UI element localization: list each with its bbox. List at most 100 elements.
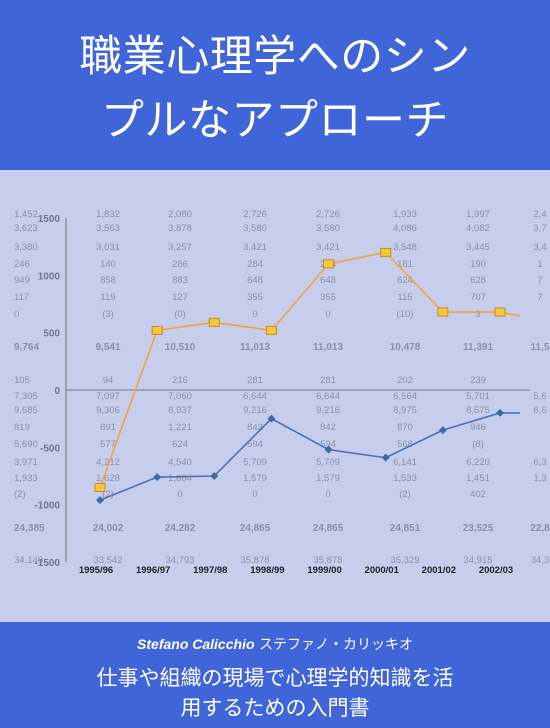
data-point bbox=[494, 307, 506, 317]
table-cell: 22,8 bbox=[530, 523, 550, 534]
author-name: Stefano Calicchio ステファノ・カリッキオ bbox=[0, 634, 550, 654]
table-cell: 3,257 bbox=[168, 242, 192, 253]
table-cell: 281 bbox=[320, 375, 336, 386]
table-cell: 4,540 bbox=[168, 457, 192, 468]
y-tick-label: 0 bbox=[54, 386, 60, 397]
table-cell: 5,701 bbox=[466, 391, 490, 402]
table-cell: 24,865 bbox=[313, 523, 344, 534]
data-point bbox=[324, 445, 333, 454]
table-cell: 246 bbox=[14, 259, 30, 270]
table-cell: 11,013 bbox=[313, 342, 343, 353]
table-cell: 0 bbox=[177, 489, 182, 500]
y-tick-label: 500 bbox=[43, 329, 60, 340]
table-cell: 34,149 bbox=[14, 555, 43, 566]
table-cell: 4,082 bbox=[466, 223, 490, 234]
table-cell: 0 bbox=[14, 309, 19, 320]
table-cell: 1,933 bbox=[14, 473, 38, 484]
table-cell: 3,445 bbox=[466, 242, 490, 253]
table-cell: 1,579 bbox=[316, 473, 340, 484]
table-cell: 117 bbox=[14, 292, 29, 303]
table-cell: 3,4 bbox=[533, 242, 546, 253]
table-cell: 2,726 bbox=[243, 209, 267, 220]
x-tick-label: 1995/96 bbox=[79, 565, 113, 576]
cover-illustration: 1,452 3,623 3,380 246 949 117 0 9,764 105 7,305 9,… bbox=[0, 170, 550, 622]
table-cell: 1,3 bbox=[533, 473, 546, 484]
table-cell: 1,579 bbox=[243, 473, 267, 484]
table-cell: 946 bbox=[470, 422, 486, 433]
table-cell: 648 bbox=[247, 275, 263, 286]
table-cell: 1,451 bbox=[466, 473, 490, 484]
table-cell: 24,385 bbox=[14, 523, 45, 534]
table-cell: 0 bbox=[252, 489, 257, 500]
chart-illustration: 1,452 3,623 3,380 246 949 117 0 9,764 105 7,305 9,… bbox=[14, 209, 550, 576]
table-cell: 7 bbox=[537, 292, 542, 303]
data-point bbox=[151, 325, 163, 335]
data-point bbox=[438, 426, 447, 435]
data-point bbox=[437, 307, 449, 317]
table-cell: 1,933 bbox=[393, 209, 417, 220]
table-cell: 34,793 bbox=[165, 555, 194, 566]
table-cell: 594 bbox=[247, 439, 263, 450]
table-cell: 3,580 bbox=[243, 223, 267, 234]
y-tick-label: -1500 bbox=[34, 558, 60, 569]
table-cell: 115 bbox=[397, 292, 412, 303]
subtitle-line-2: 用するための入門書 bbox=[180, 696, 370, 720]
x-tick-label: 1998/99 bbox=[250, 565, 284, 576]
table-cell: 281 bbox=[247, 375, 263, 386]
data-point bbox=[267, 414, 276, 423]
table-cell: 3,623 bbox=[14, 223, 38, 234]
table-cell: 286 bbox=[172, 259, 188, 270]
table-cell: 3,580 bbox=[316, 223, 340, 234]
table-cell: 0 bbox=[252, 309, 257, 320]
table-cell: 33,542 bbox=[93, 555, 122, 566]
table-cell: 402 bbox=[470, 489, 486, 500]
table-cell: 127 bbox=[172, 292, 188, 303]
table-cell: 5,709 bbox=[316, 457, 340, 468]
table-cell: 9,685 bbox=[14, 405, 38, 416]
y-tick-label: -500 bbox=[40, 443, 60, 454]
bottom-band: Stefano Calicchio ステファノ・カリッキオ 仕事や組織の現場で心… bbox=[0, 622, 550, 728]
table-cell: 11,5 bbox=[531, 342, 550, 353]
table-cell: 3,031 bbox=[96, 242, 120, 253]
table-cell: 3,380 bbox=[14, 242, 38, 253]
table-cell: 3,878 bbox=[168, 223, 192, 234]
table-cell: (2) bbox=[102, 489, 114, 500]
table-cell: 4,086 bbox=[393, 223, 417, 234]
table-cell: 6,3 bbox=[533, 457, 546, 468]
table-cell: 1,997 bbox=[466, 209, 490, 220]
table-cell: 10,510 bbox=[165, 342, 196, 353]
table-cell: 3,548 bbox=[393, 242, 417, 253]
data-point bbox=[323, 259, 335, 269]
title-line-1: 職業心理学へのシン bbox=[79, 32, 471, 82]
table-cell: 0 bbox=[325, 489, 330, 500]
table-cell: 23,525 bbox=[463, 523, 494, 534]
table-cell: 8,6 bbox=[533, 405, 546, 416]
table-cell: 24,002 bbox=[93, 523, 124, 534]
table-cell: 0 bbox=[325, 309, 330, 320]
table-cell: 24,865 bbox=[240, 523, 271, 534]
table-cell: 1,452 bbox=[14, 209, 38, 220]
subtitle-line-1: 仕事や組織の現場で心理学的知識を活 bbox=[96, 666, 454, 690]
table-cell: 10,478 bbox=[390, 342, 421, 353]
table-cell: 34,915 bbox=[463, 555, 492, 566]
table-cell: 24,851 bbox=[390, 523, 421, 534]
table-cell: 1,832 bbox=[96, 209, 120, 220]
table-cell: 9,216 bbox=[316, 405, 340, 416]
table-cell: 577 bbox=[100, 439, 116, 450]
table-cell: 7,060 bbox=[168, 391, 192, 402]
table-cell: 119 bbox=[100, 292, 115, 303]
table-cell: 355 bbox=[247, 292, 263, 303]
table-cell: (3) bbox=[102, 309, 114, 320]
table-cell: 3,971 bbox=[14, 457, 38, 468]
table-cell: 858 bbox=[100, 275, 116, 286]
table-cell: 870 bbox=[397, 422, 413, 433]
table-cell: 6,564 bbox=[393, 391, 417, 402]
table-cell: 2,4 bbox=[533, 209, 546, 220]
table-cell: 3,421 bbox=[316, 242, 340, 253]
table-cell: 4,212 bbox=[96, 457, 120, 468]
table-cell: 1 bbox=[537, 259, 542, 270]
table-cell: 8,937 bbox=[168, 405, 192, 416]
table-cell: 5,690 bbox=[14, 439, 38, 450]
table-cell: 707 bbox=[470, 292, 486, 303]
